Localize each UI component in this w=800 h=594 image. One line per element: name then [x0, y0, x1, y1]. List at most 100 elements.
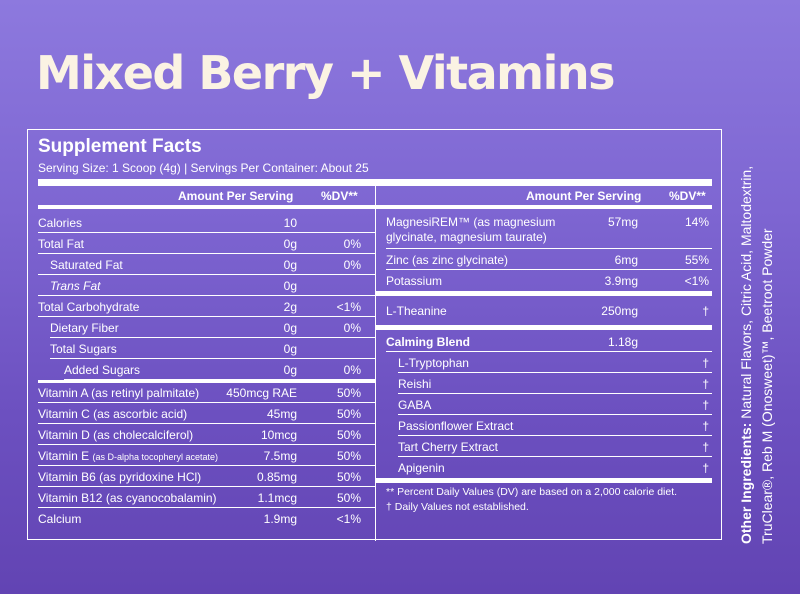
- nutrient-name: Vitamin D (as cholecalciferol): [38, 428, 194, 442]
- nutrient-dv: 50%: [336, 407, 361, 421]
- right-amount-header: Amount Per Serving: [526, 189, 642, 203]
- other-ingredients-label: Other Ingredients:: [738, 422, 754, 544]
- nutrient-row: Zinc (as zinc glycinate) 6mg 55%: [386, 249, 712, 270]
- blend-ingredient-row: Reishi †: [398, 373, 712, 394]
- nutrient-row: Trans Fat 0g: [38, 275, 375, 296]
- column-divider: [375, 186, 376, 541]
- nutrient-row: Saturated Fat 0g 0%: [38, 254, 375, 275]
- nutrient-name-main: Vitamin E: [38, 449, 90, 463]
- right-header-rule: [376, 205, 712, 209]
- nutrient-dv: 50%: [336, 428, 361, 442]
- nutrient-name: Total Carbohydrate: [38, 300, 140, 314]
- blend-name: Calming Blend: [386, 335, 471, 349]
- nutrient-row: Vitamin B12 (as cyanocobalamin) 1.1mcg 5…: [38, 487, 375, 508]
- section-rule: [376, 325, 712, 330]
- nutrient-dv: <1%: [336, 300, 361, 314]
- nutrient-row: L-Theanine 250mg †: [386, 300, 712, 321]
- dv-footnote: ** Percent Daily Values (DV) are based o…: [386, 486, 678, 498]
- nutrient-dv: <1%: [336, 512, 361, 526]
- nutrient-dv: 50%: [336, 491, 361, 505]
- nutrient-row: Potassium 3.9mg <1%: [386, 270, 712, 291]
- nutrient-dv: †: [702, 304, 709, 318]
- nutrient-name-line2: glycinate, magnesium taurate): [386, 230, 547, 244]
- nutrient-row: Dietary Fiber 0g 0%: [50, 317, 375, 338]
- nutrient-amount: 0g: [283, 321, 297, 335]
- blend-ingredient-row: Tart Cherry Extract †: [398, 436, 712, 457]
- nutrient-amount: 450mcg RAE: [226, 386, 297, 400]
- ingredient-dv: †: [702, 440, 709, 454]
- nutrient-name: Calcium: [38, 512, 82, 526]
- nutrient-name: Vitamin B12 (as cyanocobalamin): [38, 491, 217, 505]
- nutrient-amount: 57mg: [607, 215, 638, 229]
- nutrient-name-sub: (as D-alpha tocopheryl acetate): [92, 452, 219, 462]
- nutrient-dv: 0%: [343, 258, 361, 272]
- nutrient-dv: 0%: [343, 237, 361, 251]
- serving-info: Serving Size: 1 Scoop (4g) | Servings Pe…: [38, 161, 369, 175]
- left-amount-header: Amount Per Serving: [178, 189, 294, 203]
- nutrient-name: Dietary Fiber: [50, 321, 119, 335]
- dagger-footnote: † Daily Values not established.: [386, 501, 529, 513]
- other-ingredients: Other Ingredients: Natural Flavors, Citr…: [736, 144, 778, 544]
- product-title: Mixed Berry + Vitamins: [36, 46, 615, 100]
- right-dv-header: %DV**: [669, 189, 706, 203]
- ingredient-name: Tart Cherry Extract: [398, 440, 499, 454]
- nutrient-amount: 10: [283, 216, 297, 230]
- nutrient-name: L-Theanine: [386, 304, 447, 318]
- nutrient-amount: 0g: [283, 258, 297, 272]
- blend-amount: 1.18g: [607, 335, 638, 349]
- left-dv-header: %DV**: [321, 189, 358, 203]
- nutrient-dv: 0%: [343, 363, 361, 377]
- nutrient-row: Total Carbohydrate 2g <1%: [38, 296, 375, 317]
- nutrient-amount: 45mg: [266, 407, 297, 421]
- facts-heading: Supplement Facts: [38, 136, 202, 157]
- nutrient-row: Vitamin C (as ascorbic acid) 45mg 50%: [38, 403, 375, 424]
- section-rule: [376, 291, 712, 296]
- blend-ingredient-row: GABA †: [398, 394, 712, 415]
- nutrient-row: Total Sugars 0g: [50, 338, 375, 359]
- nutrient-dv: 55%: [684, 253, 709, 267]
- ingredient-name: Reishi: [398, 377, 432, 391]
- nutrient-amount: 0g: [283, 342, 297, 356]
- nutrient-amount: 10mcg: [260, 428, 297, 442]
- ingredient-name: Apigenin: [398, 461, 445, 475]
- nutrient-name: Trans Fat: [50, 279, 101, 293]
- blend-ingredient-row: L-Tryptophan †: [398, 352, 712, 373]
- nutrient-name: Calories: [38, 216, 83, 230]
- nutrient-name: Vitamin C (as ascorbic acid): [38, 407, 188, 421]
- nutrient-row: Added Sugars 0g 0%: [64, 359, 375, 380]
- nutrient-amount: 1.1mcg: [257, 491, 297, 505]
- ingredient-dv: †: [702, 398, 709, 412]
- ingredient-dv: †: [702, 377, 709, 391]
- nutrient-row: Calories 10: [38, 212, 375, 233]
- ingredient-name: GABA: [398, 398, 432, 412]
- nutrient-name: Potassium: [386, 274, 443, 288]
- blend-ingredient-row: Passionflower Extract †: [398, 415, 712, 436]
- section-rule: [38, 380, 375, 383]
- nutrient-name: Total Sugars: [50, 342, 117, 356]
- nutrient-dv: 50%: [336, 470, 361, 484]
- nutrient-amount: 0g: [283, 279, 297, 293]
- thick-rule: [38, 179, 712, 186]
- nutrient-row: Vitamin D (as cholecalciferol) 10mcg 50%: [38, 424, 375, 445]
- nutrient-row: Vitamin E (as D-alpha tocopheryl acetate…: [38, 445, 375, 466]
- nutrient-row: Calcium 1.9mg <1%: [38, 508, 375, 529]
- nutrient-row: Vitamin B6 (as pyridoxine HCl) 0.85mg 50…: [38, 466, 375, 487]
- nutrient-amount: 250mg: [601, 304, 638, 318]
- section-rule: [376, 478, 712, 483]
- ingredient-dv: †: [702, 419, 709, 433]
- blend-ingredient-row: Apigenin †: [398, 457, 712, 478]
- nutrient-row: Total Fat 0g 0%: [38, 233, 375, 254]
- nutrient-amount: 2g: [283, 300, 297, 314]
- nutrient-row: MagnesiREM™ (as magnesium glycinate, magn…: [386, 212, 712, 249]
- ingredient-name: Passionflower Extract: [398, 419, 514, 433]
- nutrient-name: MagnesiREM™ (as magnesium glycinate, magn…: [386, 215, 555, 245]
- nutrient-amount: 1.9mg: [263, 512, 297, 526]
- nutrient-amount: 6mg: [614, 253, 638, 267]
- nutrient-row: Vitamin A (as retinyl palmitate) 450mcg …: [38, 382, 375, 403]
- nutrient-name: Total Fat: [38, 237, 85, 251]
- nutrient-amount: 3.9mg: [604, 274, 638, 288]
- nutrient-amount: 0.85mg: [256, 470, 297, 484]
- nutrient-dv: 14%: [684, 215, 709, 229]
- nutrient-name: Vitamin B6 (as pyridoxine HCl): [38, 470, 202, 484]
- nutrient-dv: 50%: [336, 386, 361, 400]
